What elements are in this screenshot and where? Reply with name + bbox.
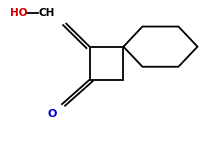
Text: CH: CH [38, 8, 55, 18]
Text: O: O [48, 109, 57, 119]
Text: HO: HO [10, 8, 28, 18]
